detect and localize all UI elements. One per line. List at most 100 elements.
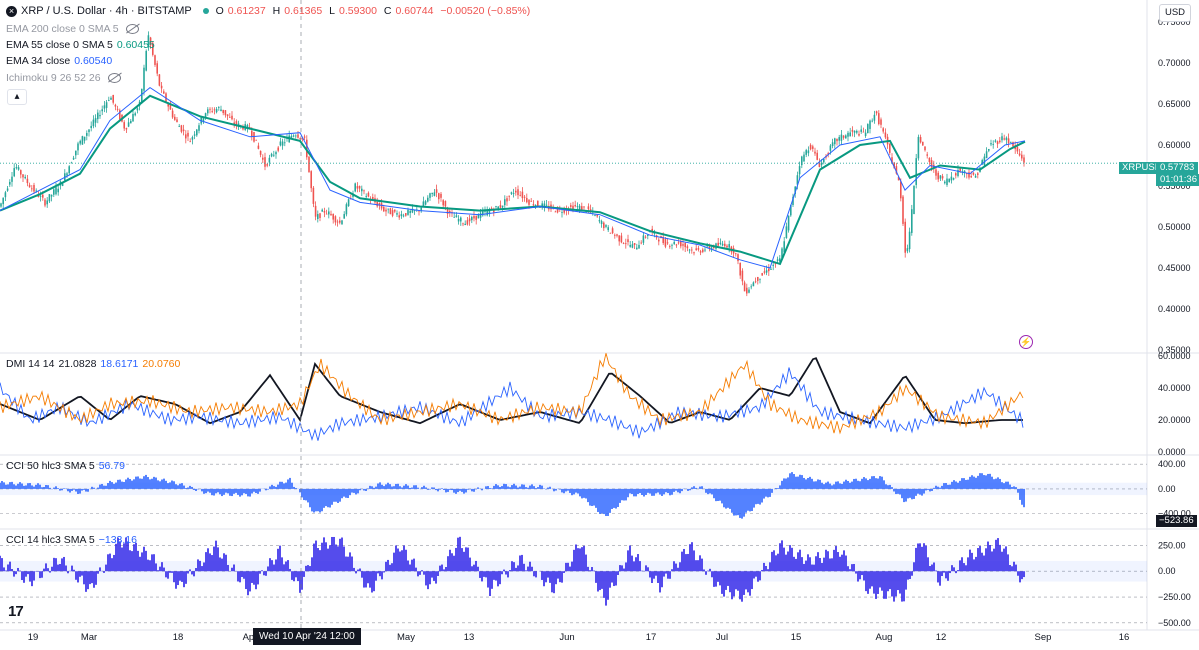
candle-body <box>94 118 97 123</box>
candle-body <box>871 120 873 122</box>
x-tick-label: 12 <box>936 632 947 643</box>
candle-body <box>222 109 224 114</box>
candle-body <box>420 207 422 212</box>
cci-value-tag: −523.86 <box>1156 515 1197 527</box>
candle-body <box>385 209 387 212</box>
candle-body <box>737 254 739 262</box>
candle-body <box>4 192 7 198</box>
candle-body <box>88 129 90 133</box>
candle-body <box>508 195 510 197</box>
candle-body <box>44 199 46 206</box>
candle-body <box>66 173 68 176</box>
collapse-legend-button[interactable]: ▴ <box>7 89 27 105</box>
candle-body <box>477 213 480 219</box>
candle-body <box>803 154 805 162</box>
candle-body <box>521 191 524 199</box>
candle-body <box>314 205 317 217</box>
candle-body <box>1021 154 1023 159</box>
close-icon[interactable]: × <box>6 5 17 17</box>
y-tick-label: −400.00 <box>1158 509 1191 519</box>
candle-body <box>22 174 24 178</box>
market-status-icon <box>202 8 209 15</box>
candle-body <box>204 113 207 118</box>
dmi-label: DMI 14 14 <box>6 358 55 370</box>
candle-body <box>185 134 187 139</box>
candle-body <box>583 206 585 208</box>
candle-body <box>528 199 530 205</box>
candle-body <box>917 136 920 159</box>
candle-body <box>189 141 191 143</box>
candle-body <box>90 125 92 129</box>
candle-body <box>933 164 935 170</box>
candle-body <box>633 242 636 245</box>
candle-body <box>495 206 497 207</box>
candle-body <box>506 198 508 202</box>
candle-body <box>28 184 31 188</box>
candle-body <box>292 135 295 137</box>
candle-body <box>570 205 572 207</box>
ema55-legend[interactable]: EMA 55 close 0 SMA 5 0.60455 <box>6 38 159 52</box>
candle-body <box>618 235 620 242</box>
candle-body <box>515 190 517 193</box>
candle-body <box>422 201 425 207</box>
y-tick-label: 0.60000 <box>1158 140 1191 150</box>
candle-body <box>215 109 218 113</box>
candle-body <box>948 178 950 182</box>
candle-body <box>801 156 803 166</box>
candle-body <box>20 170 22 175</box>
currency-button[interactable]: USD <box>1159 4 1191 22</box>
lightning-icon[interactable]: ⚡ <box>1019 335 1033 349</box>
candle-body <box>493 210 495 213</box>
candle-body <box>754 281 757 283</box>
y-tick-label: 0.0000 <box>1158 447 1186 457</box>
ema200-legend[interactable]: EMA 200 close 0 SMA 5 <box>6 22 143 36</box>
candle-body <box>594 215 596 216</box>
candle-body <box>402 215 405 217</box>
candle-body <box>798 166 801 175</box>
di-minus-line <box>0 353 1024 435</box>
candle-body <box>123 122 125 129</box>
x-tick-label: 15 <box>791 632 802 643</box>
candle-body <box>323 211 326 213</box>
candle-body <box>435 189 438 193</box>
candle-body <box>937 172 939 180</box>
hidden-eye-icon[interactable] <box>125 24 139 35</box>
candle-body <box>713 246 715 248</box>
ema34-legend[interactable]: EMA 34 close 0.60540 <box>6 54 116 68</box>
candle-body <box>735 253 737 255</box>
candle-body <box>893 162 895 169</box>
candle-body <box>911 209 913 233</box>
candle-body <box>955 173 957 176</box>
candle-body <box>86 133 88 136</box>
ichimoku-legend[interactable]: Ichimoku 9 26 52 26 <box>6 71 125 85</box>
candle-body <box>823 158 825 163</box>
candle-body <box>336 221 339 223</box>
candle-body <box>607 227 609 231</box>
candle-body <box>455 215 458 218</box>
candle-body <box>864 132 867 136</box>
candle-body <box>983 156 986 166</box>
cci50-legend[interactable]: CCI 50 hlc3 SMA 5 56.79 <box>6 459 129 473</box>
candle-body <box>297 134 299 138</box>
candle-body <box>968 172 970 178</box>
candle-body <box>449 210 451 213</box>
cci-histogram <box>0 536 1025 606</box>
candle-body <box>429 193 431 198</box>
candle-body <box>125 127 128 130</box>
candle-body <box>262 157 264 160</box>
candle-body <box>651 228 653 232</box>
candle-body <box>460 217 462 222</box>
dmi-legend[interactable]: DMI 14 14 21.0828 18.6171 20.0760 <box>6 357 184 371</box>
candle-body <box>530 200 532 202</box>
candle-body <box>640 242 642 244</box>
cci14-legend[interactable]: CCI 14 hlc3 SMA 5 −133.16 <box>6 533 141 547</box>
candle-body <box>389 208 392 215</box>
candle-body <box>163 91 165 94</box>
candle-body <box>50 194 53 197</box>
change-value: −0.00520 (−0.85%) <box>440 5 531 17</box>
candle-body <box>913 185 915 214</box>
candle-body <box>321 209 323 212</box>
tradingview-logo-icon[interactable]: 17 <box>8 603 24 620</box>
hidden-eye-icon[interactable] <box>107 73 121 84</box>
